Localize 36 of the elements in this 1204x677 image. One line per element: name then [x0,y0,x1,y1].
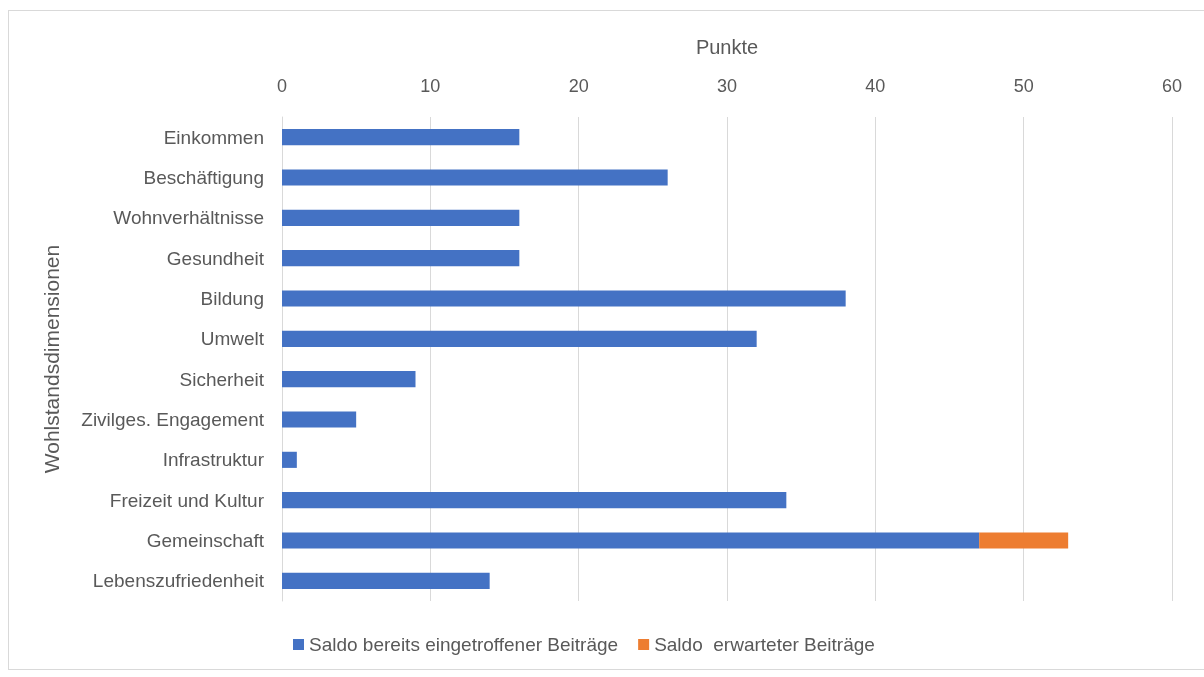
y-tick-label: Lebenszufriedenheit [92,570,265,592]
y-tick-label: Beschäftigung [143,167,264,188]
x-tick-label: 10 [420,76,441,96]
bar [282,371,416,388]
bar [282,290,846,307]
bar [979,532,1069,549]
legend-label: Saldo bereits eingetroffener Beiträge [309,634,619,655]
y-axis-title: Wohlstandsdimensionen [40,244,63,474]
x-tick-label: 0 [276,76,288,96]
bar [282,169,668,186]
bar [282,330,757,347]
y-tick-label: Gesundheit [166,247,265,269]
y-tick-label: Bildung [200,288,264,309]
bar [282,451,297,468]
y-tick-label: Gemeinschaft [146,530,265,551]
bar [282,209,520,226]
bar [282,492,787,509]
bar [282,572,490,589]
y-tick-label: Wohnverhältnisse [113,207,264,229]
y-tick-label: Umwelt [200,328,265,350]
y-tick-label: Einkommen [163,126,264,148]
bar [282,532,980,549]
x-tick-label: 30 [716,76,738,96]
x-tick-label: 20 [568,76,589,96]
y-tick-label: Zivilges. Engagement [81,409,265,430]
x-tick-label: 60 [1161,76,1183,96]
x-axis-title: Punkte [695,36,759,58]
y-tick-label: Freizeit und Kultur [109,489,265,511]
x-tick-label: 40 [865,76,886,96]
bar [282,411,357,428]
bar [282,129,520,146]
legend-label: Saldo erwarteter Beiträge [654,634,875,655]
y-tick-label: Sicherheit [179,368,265,390]
x-tick-label: 50 [1013,76,1034,96]
bar [282,250,520,267]
y-tick-label: Infrastruktur [162,449,265,471]
